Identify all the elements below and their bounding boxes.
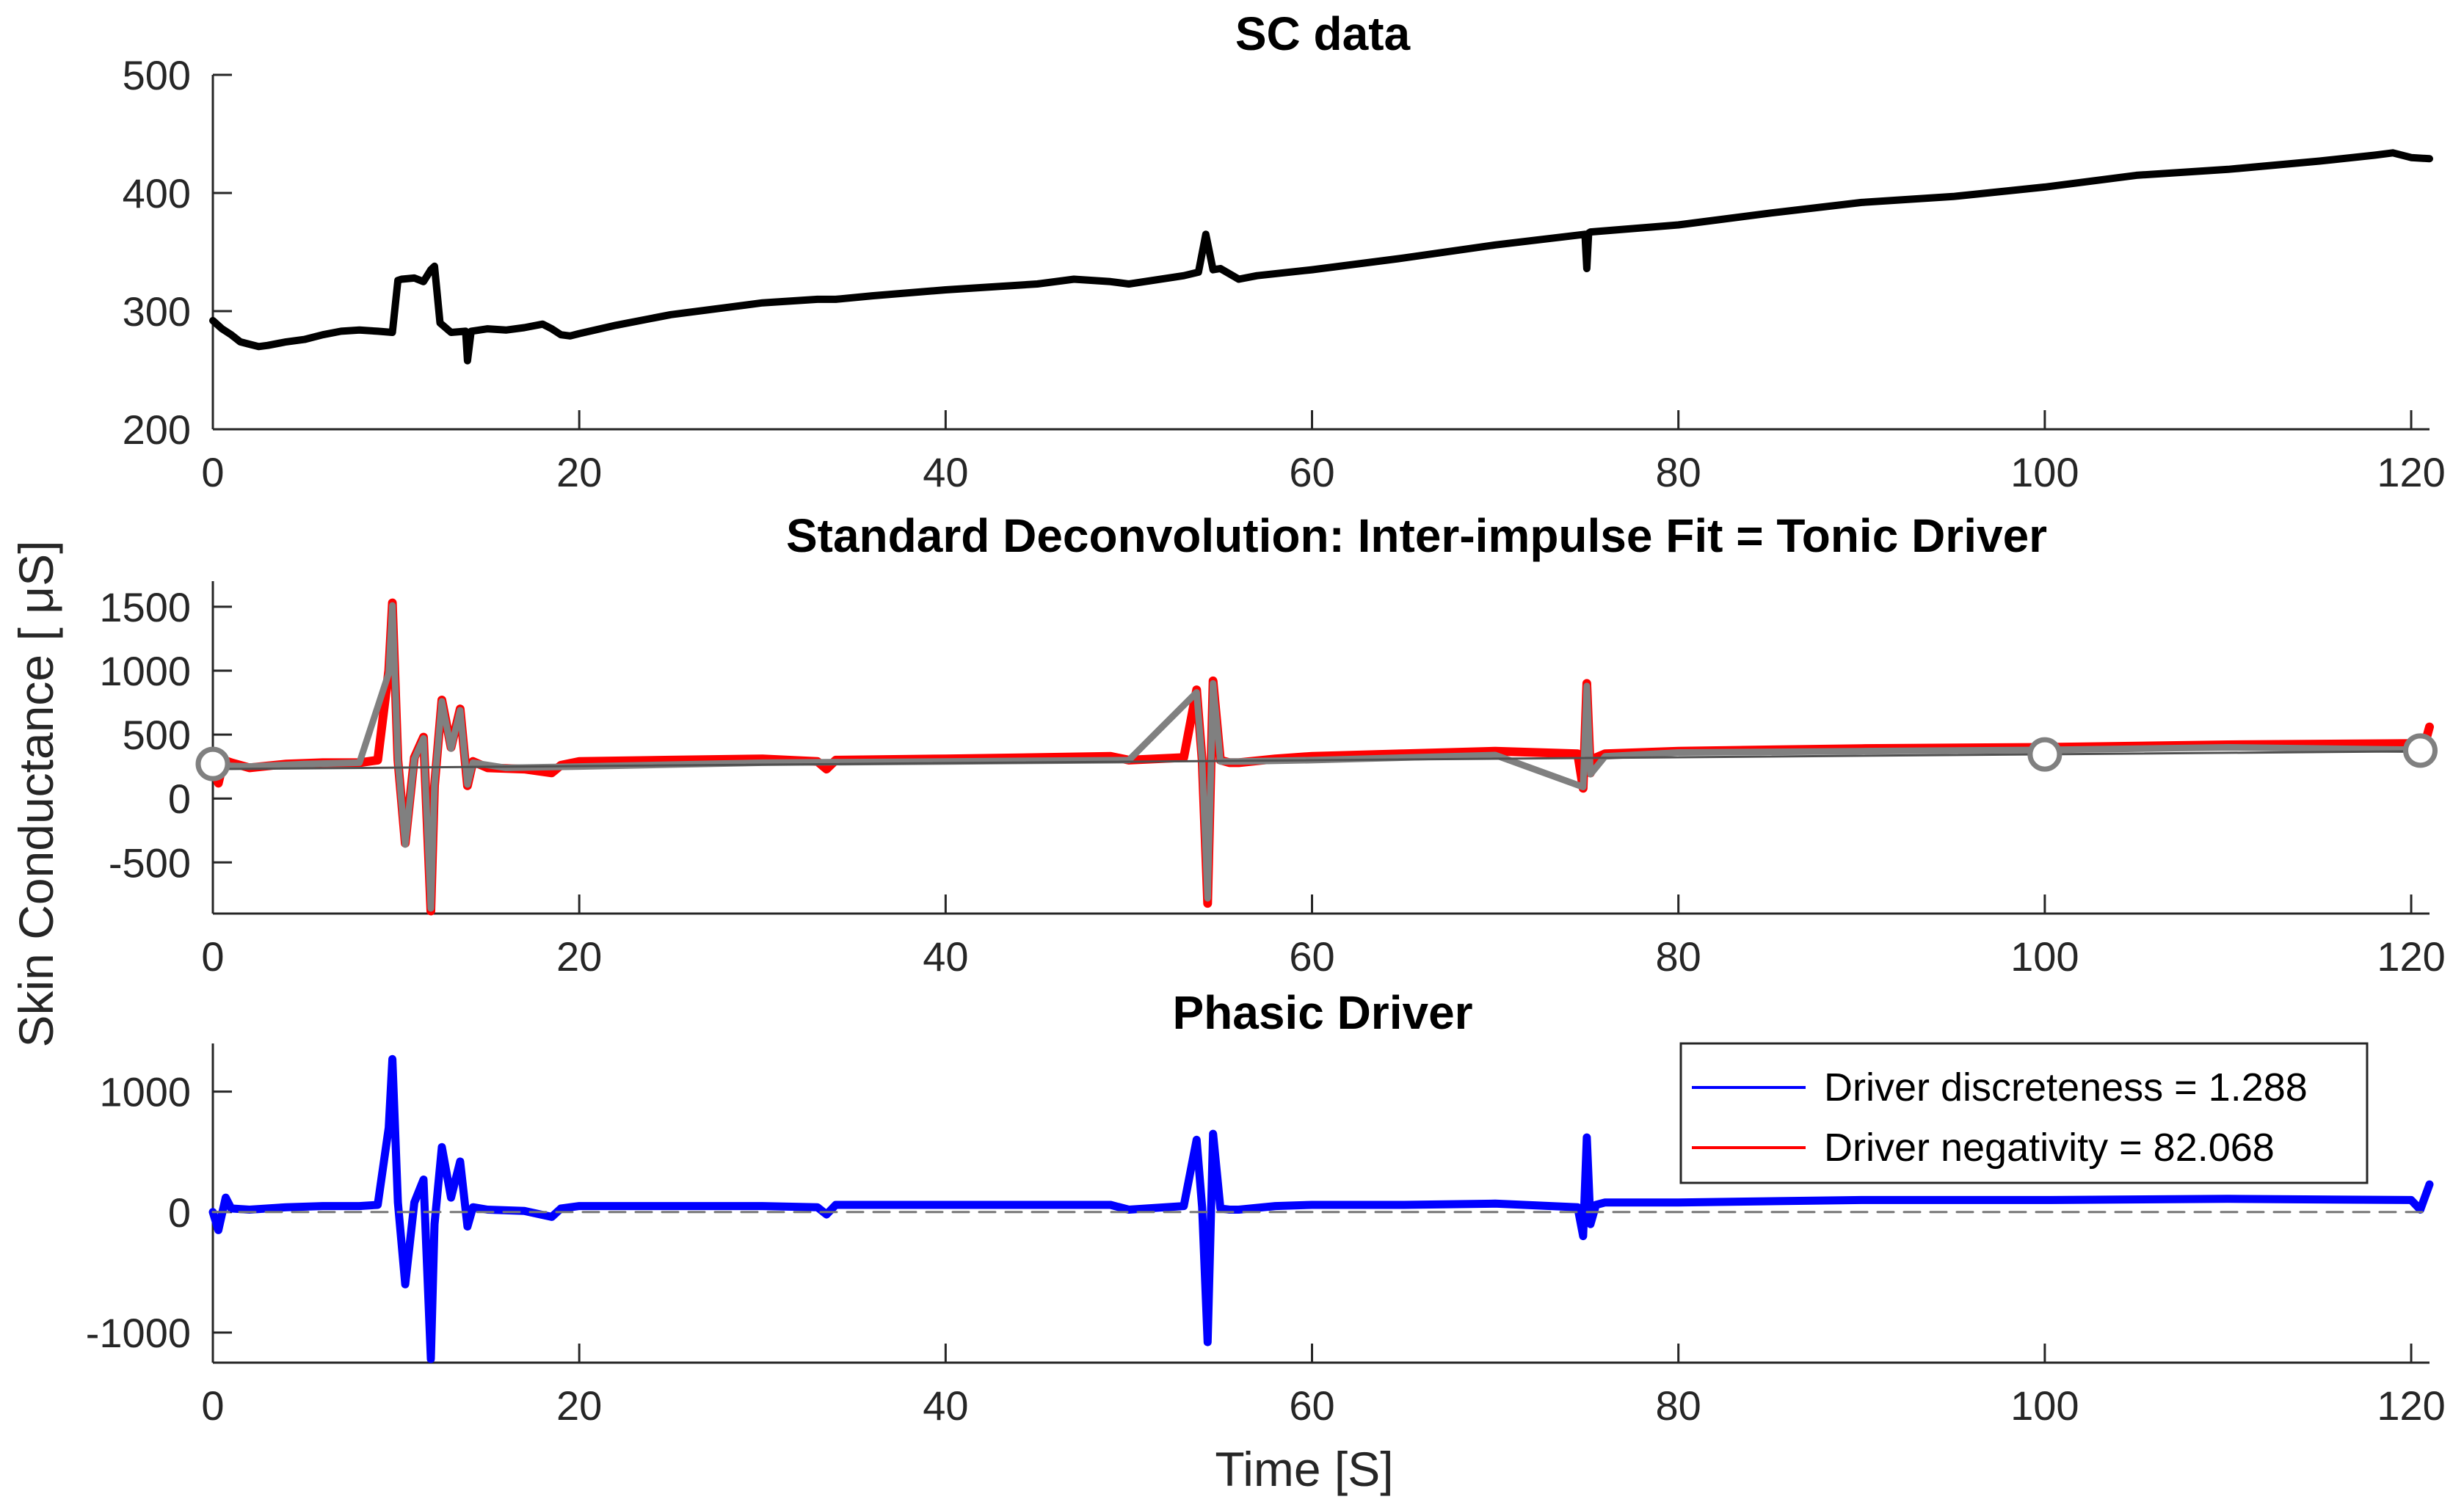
x-tick-label: 60 [1289, 449, 1334, 495]
x-tick-label: 80 [1656, 449, 1701, 495]
series-line [209, 149, 2433, 365]
legend: Driver discreteness = 1.288 Driver negat… [1679, 1042, 2369, 1184]
panel-phasic-driver: Phasic Driver 0 20 40 60 80 100 120-100001000 … [86, 986, 2446, 1429]
y-tick-label: 500 [123, 52, 191, 98]
panel-title: SC data [1235, 7, 1411, 60]
x-tick-label: 0 [201, 1382, 224, 1429]
y-tick-label: 400 [123, 170, 191, 216]
x-tick-label: 120 [2377, 933, 2445, 980]
inter-impulse-point [2403, 733, 2438, 768]
plot-area [208, 1054, 2434, 1363]
x-tick-label: 40 [923, 449, 968, 495]
x-tick-label: 40 [923, 1382, 968, 1429]
x-tick-label: 60 [1289, 1382, 1334, 1429]
axes: 0 20 40 60 80 100 120 200 300 400 500 [123, 52, 2446, 495]
y-tick-label: 0 [168, 1189, 191, 1236]
x-tick-label: 120 [2377, 1382, 2445, 1429]
plot-area [209, 149, 2433, 365]
y-tick-label: 1500 [99, 584, 191, 630]
y-tick-label: 200 [123, 407, 191, 453]
x-tick-label: 0 [201, 449, 224, 495]
x-tick-label: 120 [2377, 449, 2445, 495]
series-line [208, 1054, 2434, 1363]
x-axis-label: Time [S] [1215, 1442, 1393, 1496]
x-tick-label: 60 [1289, 933, 1334, 980]
y-tick-label: 300 [123, 288, 191, 335]
y-tick-label: -1000 [86, 1310, 191, 1356]
panel-title: Phasic Driver [1172, 986, 1472, 1039]
legend-box [1679, 1042, 2369, 1184]
x-tick-label: 80 [1656, 933, 1701, 980]
legend-label-discreteness: Driver discreteness = 1.288 [1824, 1065, 2308, 1109]
x-tick-label: 20 [556, 1382, 602, 1429]
series-line [209, 602, 2433, 912]
x-tick-label: 20 [556, 933, 602, 980]
panel-title: Standard Deconvolution: Inter-impulse Fi… [786, 509, 2047, 562]
x-tick-label: 40 [923, 933, 968, 980]
y-tick-label: -500 [109, 839, 191, 886]
x-tick-label: 0 [201, 933, 224, 980]
inter-impulse-point [195, 746, 230, 781]
legend-label-negativity: Driver negativity = 82.068 [1824, 1126, 2275, 1170]
x-tick-label: 100 [2010, 449, 2079, 495]
inter-impulse-point [2027, 737, 2063, 772]
plot-area [195, 598, 2438, 916]
y-axis-label: Skin Conductance [ μS] [9, 540, 63, 1047]
y-tick-label: 1000 [99, 1069, 191, 1115]
x-tick-label: 80 [1656, 1382, 1701, 1429]
panel-standard-deconvolution: Standard Deconvolution: Inter-impulse Fi… [99, 509, 2445, 980]
panel-sc-data: SC data 0 20 40 60 80 100 120 200 300 400 500 [123, 7, 2446, 495]
x-tick-label: 20 [556, 449, 602, 495]
y-tick-label: 500 [123, 712, 191, 758]
y-tick-label: 1000 [99, 648, 191, 694]
y-tick-label: 0 [168, 776, 191, 822]
x-tick-label: 100 [2010, 1382, 2079, 1429]
x-tick-label: 100 [2010, 933, 2079, 980]
